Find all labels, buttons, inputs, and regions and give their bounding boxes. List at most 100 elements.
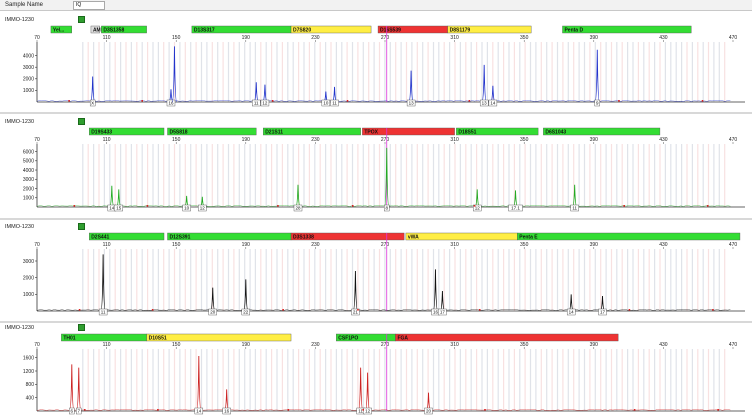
- allele-bin: [200, 42, 203, 102]
- allele-bin: [702, 42, 704, 102]
- allele-call-box: [570, 204, 579, 212]
- allele-bin: [497, 249, 499, 311]
- allele-bin: [147, 249, 149, 311]
- allele-bin: [93, 42, 95, 102]
- electropherogram-plot[interactable]: 3000 2000 1000 70 110 150 190 230 270 310 350 390 43…: [0, 221, 752, 319]
- panel-title: IMMO-1230: [5, 17, 35, 23]
- allele-bin: [200, 144, 203, 207]
- allele-bin: [130, 349, 132, 411]
- panel-visibility-checkbox[interactable]: [78, 223, 85, 230]
- electropherogram-plot[interactable]: 4000 3000 2000 1000 70 110 150 190 230 270 310 350 3…: [0, 14, 752, 109]
- allele-bin: [357, 349, 359, 411]
- allele-bin: [276, 349, 278, 411]
- allele-bin: [384, 349, 386, 411]
- locus-marker-label: CSF1PO: [338, 335, 358, 341]
- x-tick-label: 150: [172, 137, 181, 143]
- allele-bin: [184, 144, 186, 207]
- allele-peak: [474, 189, 480, 208]
- allele-call-label: 22: [243, 309, 249, 314]
- electropherogram-panel-black: IMMO-1230 3000 2000 1000 70 110 150 190 230 270 3…: [0, 221, 752, 319]
- allele-peak: [171, 46, 178, 103]
- allele-bin: [147, 144, 149, 207]
- allele-call-box: [479, 99, 489, 107]
- allele-bin: [400, 249, 402, 311]
- locus-marker-label: D13S317: [194, 27, 215, 33]
- panel-title: IMMO-1230: [5, 224, 35, 230]
- allele-bin: [389, 249, 391, 311]
- y-tick-label: 2000: [23, 275, 34, 281]
- panel-visibility-checkbox[interactable]: [78, 16, 85, 23]
- allele-call-label: 11: [572, 205, 577, 210]
- allele-call-label: 14: [490, 100, 496, 105]
- allele-bin: [233, 349, 235, 411]
- allele-bin: [346, 42, 348, 102]
- offscale-marker: [271, 100, 274, 102]
- locus-marker-label: Penta E: [519, 234, 538, 240]
- allele-bin: [643, 144, 645, 207]
- allele-bin: [141, 42, 143, 102]
- allele-bin: [260, 144, 262, 207]
- y-tick-label: 4000: [23, 168, 34, 174]
- allele-bin: [637, 144, 639, 207]
- locus-marker: [447, 25, 532, 34]
- allele-bin: [546, 349, 548, 411]
- locus-marker-label: D12S391: [170, 234, 191, 240]
- allele-bin: [184, 249, 186, 311]
- baseline-trace: [36, 205, 731, 207]
- allele-bin: [411, 349, 413, 411]
- allele-bin: [98, 349, 100, 411]
- allele-bin: [292, 349, 294, 411]
- locus-marker-label: D19S433: [91, 129, 112, 135]
- x-tick-label: 350: [520, 35, 529, 41]
- locus-marker: [362, 127, 455, 136]
- locus-marker-label: D7S820: [293, 27, 311, 33]
- allele-peak: [357, 367, 364, 412]
- allele-bin: [556, 42, 559, 102]
- allele-bin: [416, 249, 418, 311]
- allele-bin: [82, 249, 84, 311]
- allele-bin: [513, 42, 515, 102]
- allele-bin: [405, 42, 408, 102]
- allele-bin: [249, 42, 251, 102]
- allele-bin: [265, 42, 267, 102]
- x-tick-label: 310: [450, 137, 459, 143]
- allele-bin: [546, 144, 548, 207]
- allele-bin: [492, 144, 494, 207]
- locus-marker: [543, 127, 661, 136]
- allele-bin: [411, 42, 413, 102]
- x-tick-label: 470: [729, 35, 738, 41]
- electropherogram-plot[interactable]: 1600 1200 800 400 70 110 150 190 230 270 310 350 390…: [0, 324, 752, 416]
- allele-bin: [459, 249, 461, 311]
- locus-marker: [88, 127, 165, 136]
- allele-bin: [222, 144, 224, 207]
- allele-bin: [357, 42, 359, 102]
- allele-bin: [136, 144, 138, 207]
- allele-bin: [281, 349, 283, 411]
- y-tick-label: 3000: [23, 65, 34, 71]
- panel-visibility-checkbox[interactable]: [78, 324, 85, 331]
- sample-name-field[interactable]: IQ: [73, 1, 105, 10]
- allele-bin: [643, 42, 645, 102]
- panel-visibility-checkbox[interactable]: [78, 118, 85, 125]
- x-tick-label: 430: [659, 35, 668, 41]
- allele-bin: [654, 42, 656, 102]
- allele-bin: [200, 349, 203, 411]
- locus-marker: [101, 25, 147, 34]
- allele-bin: [470, 42, 472, 102]
- offscale-marker: [141, 100, 143, 102]
- allele-peak: [384, 147, 390, 208]
- allele-bin: [227, 42, 230, 102]
- allele-bin: [578, 349, 580, 411]
- allele-call-label: 17: [440, 309, 446, 314]
- allele-bin: [422, 349, 424, 411]
- allele-bin: [314, 249, 316, 311]
- allele-bin: [594, 349, 596, 411]
- allele-bin: [718, 349, 720, 411]
- allele-bin: [508, 144, 510, 207]
- x-tick-label: 70: [34, 137, 40, 143]
- allele-bin: [400, 42, 402, 102]
- electropherogram-plot[interactable]: 6000 5000 4000 3000 2000 1000 70 110 150 190 230 27…: [0, 116, 752, 215]
- allele-bin: [298, 349, 300, 411]
- allele-bin: [422, 249, 424, 311]
- allele-bin: [287, 144, 289, 207]
